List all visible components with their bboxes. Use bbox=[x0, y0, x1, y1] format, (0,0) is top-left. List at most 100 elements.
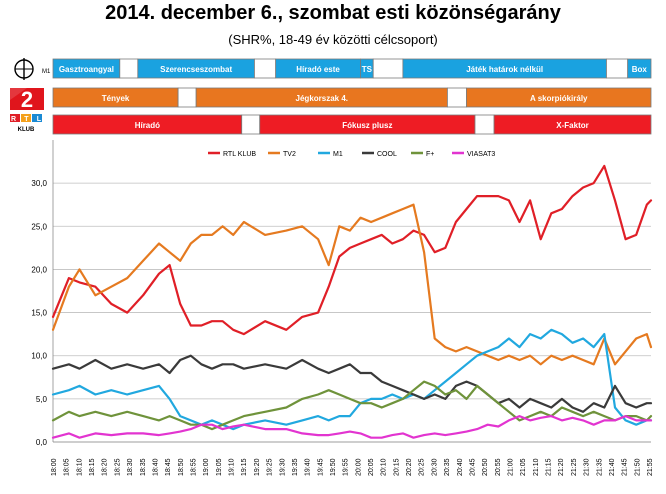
m1-program-label: Játék határok nélkül bbox=[466, 65, 543, 74]
x-tick-label: 18:50 bbox=[178, 458, 185, 476]
legend-label: TV2 bbox=[283, 151, 296, 158]
legend-label: F+ bbox=[426, 151, 434, 158]
y-tick-label: 25,0 bbox=[31, 222, 47, 231]
x-tick-label: 19:15 bbox=[241, 458, 248, 476]
series-viasat3 bbox=[51, 415, 653, 439]
m1-program-label: Híradó este bbox=[296, 65, 340, 74]
m1-program-block bbox=[627, 58, 652, 79]
x-tick-label: 20:25 bbox=[419, 458, 426, 476]
x-tick-label: 20:50 bbox=[482, 458, 489, 476]
y-tick-label: 20,0 bbox=[31, 265, 47, 274]
x-tick-label: 19:05 bbox=[216, 458, 223, 476]
rtl-program-label: X-Faktor bbox=[556, 121, 588, 130]
x-tick-label: 21:55 bbox=[647, 458, 654, 476]
svg-text:2: 2 bbox=[21, 87, 33, 112]
x-tick-label: 20:10 bbox=[381, 458, 388, 476]
m1-program-block bbox=[119, 58, 139, 79]
tv2-program-label: Tények bbox=[102, 94, 130, 103]
m1-program-label: Szerencseszombat bbox=[160, 65, 232, 74]
series-rtl-klub bbox=[51, 164, 653, 336]
x-tick-label: 21:25 bbox=[571, 458, 578, 476]
x-tick-label: 20:15 bbox=[393, 458, 400, 476]
m1-program-label: TS bbox=[362, 65, 373, 74]
x-tick-label: 20:40 bbox=[457, 458, 464, 476]
m1-program-block bbox=[254, 58, 277, 79]
tv2-program-block bbox=[466, 87, 652, 108]
x-tick-label: 19:55 bbox=[343, 458, 350, 476]
series-f- bbox=[51, 380, 653, 431]
x-tick-label: 20:00 bbox=[355, 458, 362, 476]
chart-gridlines bbox=[53, 182, 651, 443]
series-m1 bbox=[51, 328, 653, 431]
x-tick-label: 21:40 bbox=[609, 458, 616, 476]
m1-program-block bbox=[372, 58, 404, 79]
x-tick-label: 19:30 bbox=[279, 458, 286, 476]
series-lines bbox=[51, 164, 653, 439]
x-tick-label: 18:20 bbox=[102, 458, 109, 476]
x-tick-label: 18:05 bbox=[64, 458, 71, 476]
x-tick-label: 19:20 bbox=[254, 458, 261, 476]
x-tick-label: 18:55 bbox=[190, 458, 197, 476]
y-axis: 0,0 5,0 10,0 15,0 20,0 25,0 30,0 bbox=[31, 140, 54, 447]
tv2-program-label: A skorpiókirály bbox=[530, 94, 588, 103]
x-axis: 18:00 18:05 18:10 18:15 18:20 18:25 18:30 18:35… bbox=[51, 441, 654, 476]
x-tick-label: 18:15 bbox=[89, 458, 96, 476]
page-subtitle: (SHR%, 18-49 év közötti célcsoport) bbox=[228, 32, 438, 47]
x-tick-label: 21:10 bbox=[533, 458, 540, 476]
legend-label: COOL bbox=[377, 151, 397, 158]
y-tick-label: 30,0 bbox=[31, 179, 47, 188]
x-tick-label: 19:10 bbox=[229, 458, 236, 476]
x-tick-label: 19:45 bbox=[317, 458, 324, 476]
legend-label: RTL KLUB bbox=[223, 151, 256, 158]
x-tick-label: 19:00 bbox=[203, 458, 210, 476]
tv2-schedule-band: Tények Jégkorszak 4. A skorpiókirály bbox=[52, 87, 652, 108]
x-tick-label: 19:40 bbox=[305, 458, 312, 476]
x-tick-label: 19:25 bbox=[267, 458, 274, 476]
y-tick-label: 15,0 bbox=[31, 309, 47, 318]
y-tick-label: 0,0 bbox=[36, 438, 48, 447]
tv2-program-block bbox=[177, 87, 197, 108]
tv2-program-block bbox=[447, 87, 467, 108]
x-tick-label: 21:15 bbox=[546, 458, 553, 476]
x-tick-label: 19:50 bbox=[330, 458, 337, 476]
x-tick-label: 18:30 bbox=[127, 458, 134, 476]
rtl-program-block bbox=[474, 114, 495, 135]
x-tick-label: 20:35 bbox=[444, 458, 451, 476]
m1-logo-label: M1 bbox=[42, 69, 51, 75]
legend-label: M1 bbox=[333, 151, 343, 158]
rtl-schedule-band: Híradó Fókusz plusz X-Faktor bbox=[52, 114, 652, 135]
rtl-logo-word: RTL bbox=[11, 116, 42, 123]
series-tv2 bbox=[51, 203, 653, 366]
y-tick-label: 10,0 bbox=[31, 352, 47, 361]
x-tick-label: 21:00 bbox=[508, 458, 515, 476]
x-tick-label: 20:55 bbox=[495, 458, 502, 476]
tv2-logo-icon: 2 bbox=[10, 87, 44, 112]
x-tick-label: 18:25 bbox=[114, 458, 121, 476]
x-tick-label: 20:30 bbox=[431, 458, 438, 476]
rtl-program-label: Fókusz plusz bbox=[342, 121, 392, 130]
x-tick-label: 21:45 bbox=[622, 458, 629, 476]
chart-legend: RTL KLUB TV2 M1 COOL F+ VIASAT3 bbox=[208, 151, 495, 158]
x-tick-label: 18:45 bbox=[165, 458, 172, 476]
m1-program-block bbox=[606, 58, 629, 79]
rtl-klub-logo-icon: RTL KLUB bbox=[10, 114, 42, 133]
x-tick-label: 18:40 bbox=[152, 458, 159, 476]
x-tick-label: 21:20 bbox=[558, 458, 565, 476]
rtl-program-block bbox=[241, 114, 261, 135]
x-tick-label: 20:45 bbox=[469, 458, 476, 476]
x-tick-label: 19:35 bbox=[292, 458, 299, 476]
x-tick-label: 20:05 bbox=[368, 458, 375, 476]
x-tick-label: 18:00 bbox=[51, 458, 58, 476]
tv2-program-label: Jégkorszak 4. bbox=[296, 94, 348, 103]
rtl-logo-sub: KLUB bbox=[18, 127, 35, 133]
x-tick-label: 21:35 bbox=[596, 458, 603, 476]
x-tick-label: 21:05 bbox=[520, 458, 527, 476]
rtl-program-label: Híradó bbox=[135, 121, 160, 130]
x-tick-label: 18:35 bbox=[140, 458, 147, 476]
m1-schedule-band: Gasztroangyal Szerencseszombat Híradó este… bbox=[52, 58, 652, 79]
page-title: 2014. december 6., szombat esti közönség… bbox=[105, 2, 561, 24]
m1-logo-icon: M1 bbox=[14, 58, 51, 80]
x-tick-label: 21:50 bbox=[634, 458, 641, 476]
m1-program-label: Gasztroangyal bbox=[59, 65, 114, 74]
